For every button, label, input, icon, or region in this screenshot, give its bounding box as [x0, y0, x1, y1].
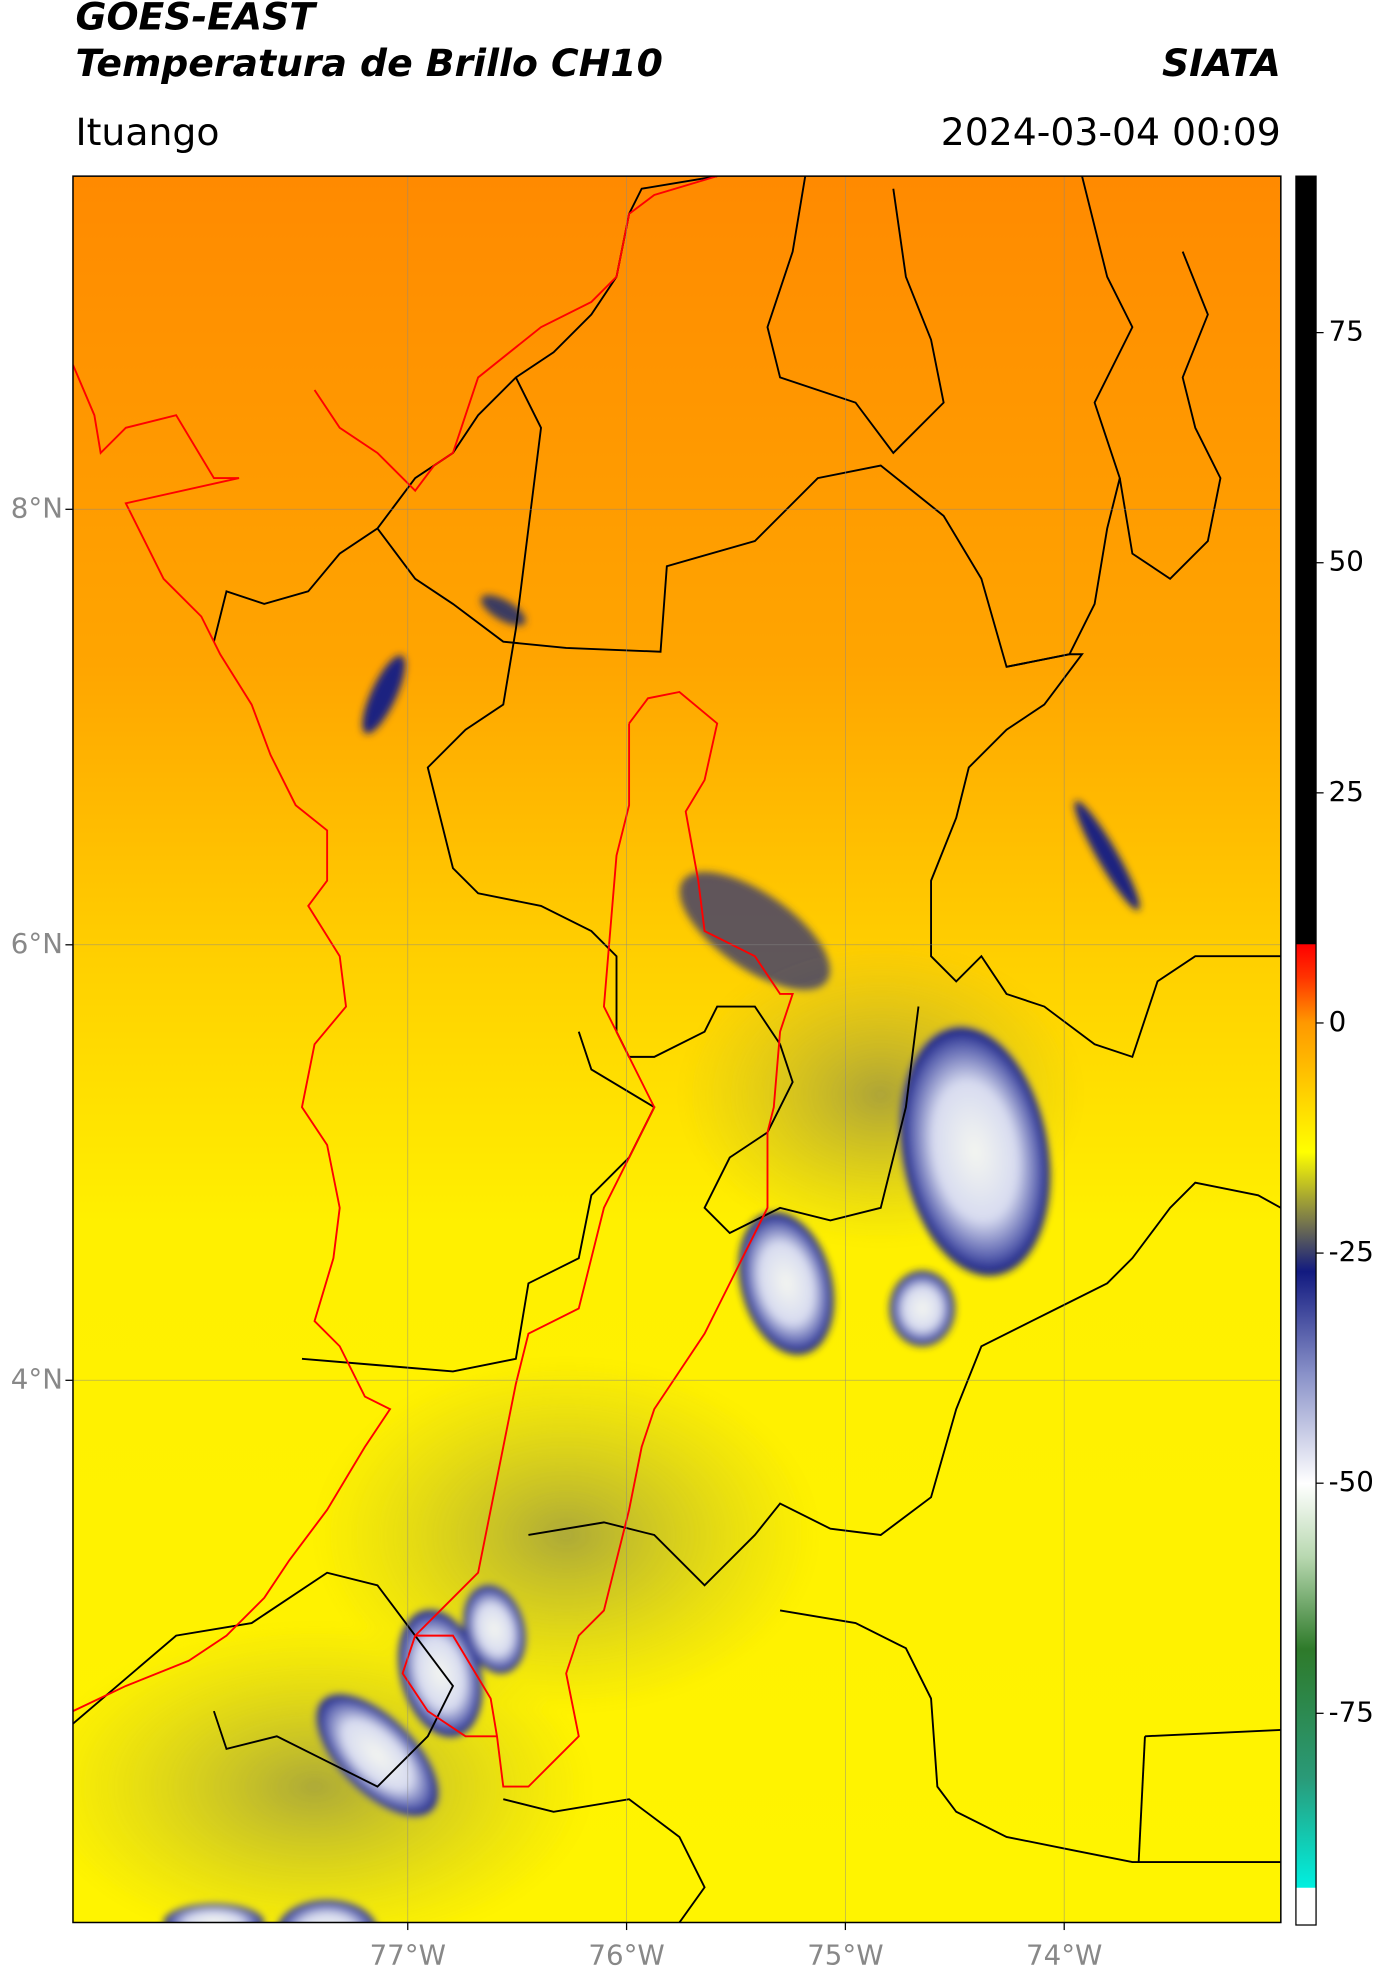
x-tick-label: 77°W	[370, 1938, 446, 1971]
title: GOES-EAST	[75, 0, 318, 38]
colorbar-tick-label: 0	[1329, 1005, 1347, 1038]
source: SIATA	[1162, 41, 1281, 85]
subtitle: Temperatura de Brillo CH10	[75, 41, 662, 85]
y-tick-label: 8°N	[11, 491, 63, 524]
colorbar-tick-label: 25	[1329, 775, 1364, 808]
y-tick-label: 4°N	[11, 1362, 63, 1395]
colorbar	[1295, 175, 1317, 1926]
map-frame	[72, 175, 1282, 1924]
y-tick-label: 6°N	[11, 927, 63, 960]
axes: 77°W 76°W 75°W 74°W 8°N 6°N 4°N 75 50 25 0 -25 -50 -7…	[11, 315, 1374, 1972]
map-field	[72, 176, 1281, 1923]
colorbar-tick-label: 50	[1329, 545, 1364, 578]
colorbar-tick-label: -25	[1329, 1235, 1374, 1268]
grid	[72, 176, 1281, 1923]
place: Ituango	[75, 110, 219, 154]
colorbar-tick-label: -75	[1329, 1695, 1374, 1728]
colorbar-tick-label: 75	[1329, 315, 1364, 348]
colorbar-tick-label: -50	[1329, 1465, 1374, 1498]
x-tick-label: 74°W	[1026, 1938, 1102, 1971]
x-tick-label: 75°W	[807, 1938, 883, 1971]
datetime: 2024-03-04 00:09	[941, 110, 1281, 154]
x-tick-label: 76°W	[588, 1938, 664, 1971]
